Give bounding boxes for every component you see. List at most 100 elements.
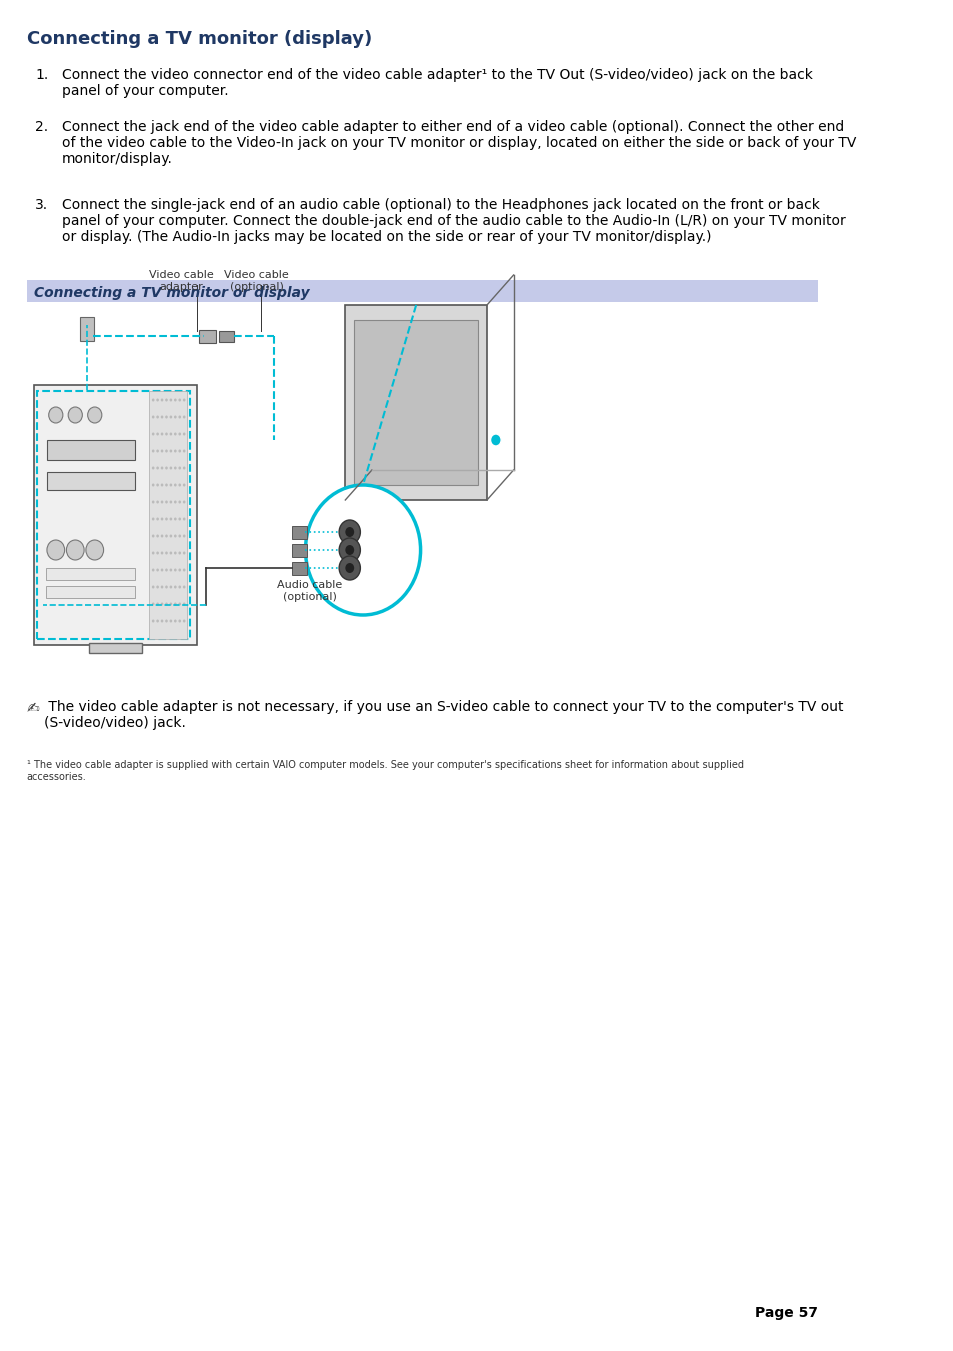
Circle shape: [156, 535, 159, 538]
Text: ⁣ The video cable adapter is not necessary, if you use an S-video cable to conne: ⁣ The video cable adapter is not necessa…: [44, 700, 842, 730]
Circle shape: [165, 500, 168, 504]
Circle shape: [170, 535, 172, 538]
Text: Connecting a TV monitor (display): Connecting a TV monitor (display): [27, 30, 372, 49]
Circle shape: [178, 484, 181, 486]
Circle shape: [170, 432, 172, 435]
FancyBboxPatch shape: [292, 526, 307, 539]
Circle shape: [173, 466, 176, 470]
Circle shape: [170, 569, 172, 571]
Circle shape: [165, 484, 168, 486]
Circle shape: [170, 517, 172, 520]
Circle shape: [173, 620, 176, 623]
Circle shape: [156, 399, 159, 401]
Circle shape: [170, 500, 172, 504]
Circle shape: [345, 544, 354, 555]
Circle shape: [490, 434, 500, 446]
Circle shape: [160, 517, 163, 520]
Circle shape: [152, 399, 154, 401]
Text: Video cable
adapter: Video cable adapter: [149, 270, 213, 292]
Circle shape: [165, 585, 168, 589]
Circle shape: [305, 485, 420, 615]
Circle shape: [152, 466, 154, 470]
Circle shape: [183, 484, 185, 486]
Circle shape: [156, 500, 159, 504]
Circle shape: [160, 466, 163, 470]
Text: ✍: ✍: [27, 700, 39, 715]
Circle shape: [152, 432, 154, 435]
Circle shape: [152, 569, 154, 571]
Circle shape: [183, 517, 185, 520]
Circle shape: [152, 585, 154, 589]
Circle shape: [173, 500, 176, 504]
FancyBboxPatch shape: [149, 390, 187, 639]
Text: 2.: 2.: [35, 120, 49, 134]
FancyBboxPatch shape: [47, 440, 135, 459]
Circle shape: [156, 484, 159, 486]
Text: Audio cable
(optional): Audio cable (optional): [277, 580, 342, 601]
Circle shape: [338, 557, 360, 580]
FancyBboxPatch shape: [345, 305, 486, 500]
Circle shape: [165, 466, 168, 470]
Circle shape: [165, 569, 168, 571]
Circle shape: [173, 432, 176, 435]
Circle shape: [165, 416, 168, 419]
Circle shape: [156, 432, 159, 435]
Circle shape: [183, 399, 185, 401]
FancyBboxPatch shape: [27, 280, 818, 303]
Circle shape: [170, 399, 172, 401]
Circle shape: [183, 450, 185, 453]
Circle shape: [173, 399, 176, 401]
Circle shape: [160, 416, 163, 419]
Circle shape: [183, 603, 185, 605]
Circle shape: [183, 416, 185, 419]
Circle shape: [160, 450, 163, 453]
Circle shape: [160, 585, 163, 589]
Circle shape: [170, 484, 172, 486]
Circle shape: [67, 540, 84, 561]
Circle shape: [156, 569, 159, 571]
Circle shape: [156, 603, 159, 605]
Circle shape: [49, 407, 63, 423]
Circle shape: [160, 603, 163, 605]
Circle shape: [152, 416, 154, 419]
Circle shape: [165, 517, 168, 520]
Circle shape: [173, 551, 176, 554]
Circle shape: [170, 450, 172, 453]
FancyBboxPatch shape: [46, 567, 134, 580]
Circle shape: [183, 620, 185, 623]
Circle shape: [152, 484, 154, 486]
Circle shape: [338, 520, 360, 544]
Circle shape: [178, 535, 181, 538]
FancyBboxPatch shape: [292, 562, 307, 574]
Circle shape: [152, 620, 154, 623]
FancyBboxPatch shape: [198, 330, 215, 343]
Circle shape: [178, 603, 181, 605]
Text: 1.: 1.: [35, 68, 49, 82]
Circle shape: [183, 569, 185, 571]
FancyBboxPatch shape: [292, 543, 307, 557]
FancyBboxPatch shape: [46, 586, 134, 598]
Circle shape: [170, 466, 172, 470]
Circle shape: [338, 538, 360, 562]
Circle shape: [170, 416, 172, 419]
Circle shape: [165, 620, 168, 623]
Text: Video cable
(optional): Video cable (optional): [224, 270, 289, 292]
Circle shape: [156, 551, 159, 554]
Circle shape: [173, 517, 176, 520]
Circle shape: [345, 527, 354, 536]
Circle shape: [183, 551, 185, 554]
Circle shape: [178, 569, 181, 571]
FancyBboxPatch shape: [33, 385, 197, 644]
Circle shape: [156, 466, 159, 470]
Circle shape: [156, 620, 159, 623]
Text: Page 57: Page 57: [755, 1306, 818, 1320]
Text: 3.: 3.: [35, 199, 49, 212]
FancyBboxPatch shape: [219, 331, 233, 342]
FancyBboxPatch shape: [354, 320, 477, 485]
Circle shape: [165, 551, 168, 554]
Circle shape: [160, 535, 163, 538]
Circle shape: [47, 540, 65, 561]
Circle shape: [178, 517, 181, 520]
Circle shape: [160, 432, 163, 435]
Circle shape: [156, 450, 159, 453]
